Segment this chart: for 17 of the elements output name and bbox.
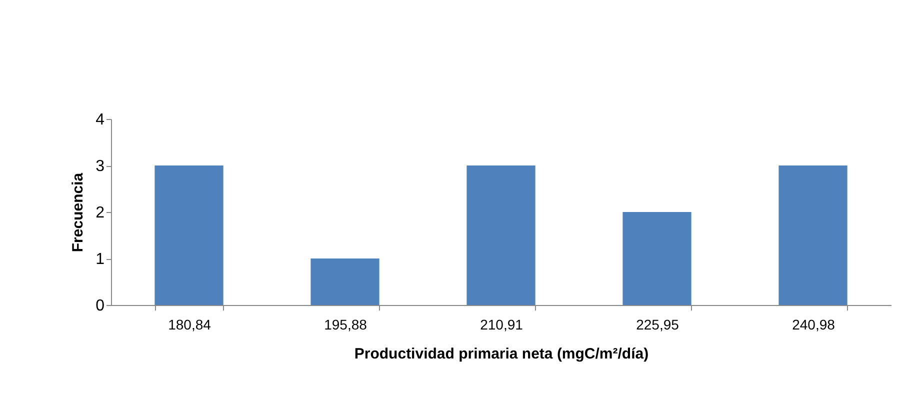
bar	[622, 212, 692, 305]
x-tick-label: 180,84	[168, 316, 212, 332]
x-tick-label: 240,98	[792, 316, 836, 332]
y-tick-label: 1	[96, 251, 105, 268]
y-tick-label: 3	[96, 158, 105, 175]
x-tick-label: 225,95	[636, 316, 680, 332]
y-tick-label: 4	[96, 112, 105, 128]
x-tick-label: 195,88	[324, 316, 368, 332]
bar	[466, 166, 536, 305]
bar	[154, 166, 224, 305]
x-tick-label: 210,91	[480, 316, 524, 332]
x-axis-title: Productividad primaria neta (mgC/m²/día)	[354, 346, 649, 362]
y-axis-title: Frecuencia	[70, 172, 87, 252]
bar	[778, 166, 848, 305]
y-tick-label: 2	[96, 204, 105, 222]
y-tick-label: 0	[96, 298, 105, 314]
bar	[310, 258, 380, 305]
